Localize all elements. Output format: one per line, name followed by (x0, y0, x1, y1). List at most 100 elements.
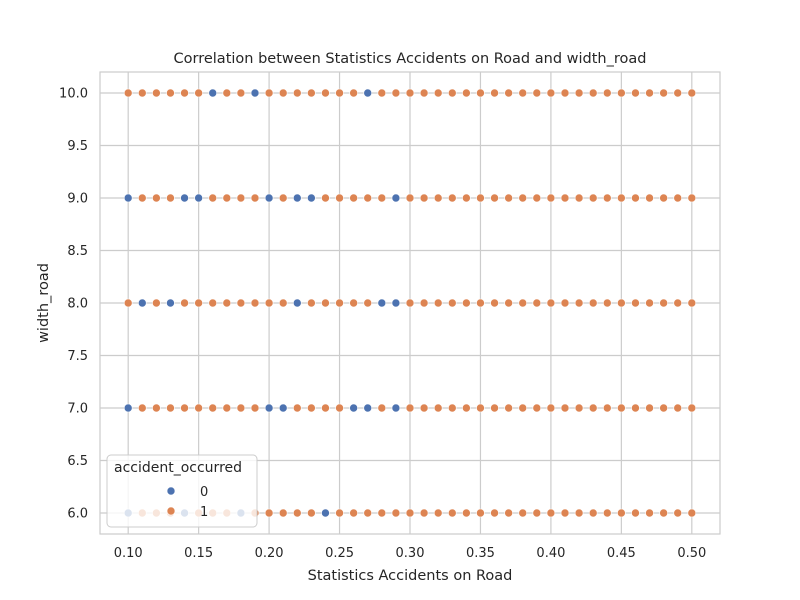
point-series-1 (574, 298, 584, 308)
point-series-1 (405, 88, 415, 98)
point-series-1 (673, 298, 683, 308)
point-series-0 (349, 403, 358, 413)
legend: accident_occurred 01 (106, 454, 258, 528)
point-series-1 (687, 193, 697, 203)
point-series-1 (278, 193, 288, 203)
point-series-1 (236, 298, 246, 308)
x-tick-label: 0.50 (677, 546, 706, 561)
point-series-1 (560, 403, 570, 413)
point-series-1 (462, 508, 471, 518)
point-series-1 (687, 403, 697, 413)
point-series-1 (433, 88, 443, 98)
point-series-1 (462, 193, 471, 203)
point-series-1 (349, 193, 358, 203)
point-series-1 (278, 88, 288, 98)
point-series-1 (490, 298, 499, 308)
point-series-1 (659, 193, 668, 203)
point-series-1 (335, 88, 344, 98)
point-series-1 (292, 508, 302, 518)
point-series-1 (631, 88, 640, 98)
point-series-1 (222, 88, 232, 98)
point-series-1 (222, 193, 232, 203)
point-series-1 (546, 508, 556, 518)
point-series-1 (377, 508, 387, 518)
point-series-1 (645, 193, 654, 203)
point-series-1 (321, 298, 330, 308)
point-series-1 (659, 508, 668, 518)
x-axis-label: Statistics Accidents on Road (308, 568, 513, 584)
point-series-1 (673, 88, 683, 98)
point-series-1 (673, 508, 683, 518)
point-series-1 (433, 193, 443, 203)
point-series-1 (673, 403, 683, 413)
point-series-1 (222, 403, 232, 413)
y-tick-label: 7.0 (67, 402, 88, 417)
point-series-1 (180, 403, 189, 413)
legend-title: accident_occurred (114, 460, 242, 476)
point-series-0 (377, 298, 387, 308)
point-series-1 (152, 298, 161, 308)
point-series-1 (137, 403, 147, 413)
y-tick-label: 6.0 (67, 507, 88, 522)
x-tick-labels: 0.10 0.15 0.20 0.25 0.30 0.35 0.40 0.45 0.50 (114, 546, 707, 561)
point-series-1 (123, 88, 133, 98)
point-series-1 (405, 403, 415, 413)
point-series-1 (349, 508, 358, 518)
point-series-1 (504, 193, 513, 203)
point-series-1 (588, 298, 598, 308)
point-series-1 (363, 298, 373, 308)
point-series-1 (349, 88, 358, 98)
point-series-1 (152, 88, 161, 98)
point-series-1 (307, 403, 316, 413)
y-tick-label: 8.0 (67, 297, 88, 312)
point-series-0 (264, 403, 274, 413)
point-series-1 (208, 298, 218, 308)
x-tick-label: 0.45 (607, 546, 636, 561)
point-series-1 (546, 298, 556, 308)
x-tick-label: 0.40 (536, 546, 565, 561)
point-series-0 (391, 193, 401, 203)
point-series-1 (123, 298, 133, 308)
point-series-1 (377, 193, 387, 203)
point-series-1 (518, 298, 528, 308)
point-series-1 (532, 298, 542, 308)
point-series-1 (433, 298, 443, 308)
point-series-1 (180, 88, 189, 98)
point-series-1 (560, 298, 570, 308)
x-tick-label: 0.15 (184, 546, 213, 561)
point-series-1 (560, 508, 570, 518)
point-series-1 (419, 88, 429, 98)
point-series-1 (574, 508, 584, 518)
point-series-1 (687, 298, 697, 308)
x-tick-label: 0.25 (325, 546, 354, 561)
point-series-1 (645, 403, 654, 413)
point-series-1 (335, 403, 344, 413)
point-series-1 (363, 193, 373, 203)
point-series-1 (292, 88, 302, 98)
point-series-1 (391, 88, 401, 98)
point-series-1 (419, 298, 429, 308)
point-series-1 (659, 298, 668, 308)
point-series-1 (617, 403, 626, 413)
point-series-1 (560, 193, 570, 203)
point-series-1 (307, 508, 316, 518)
point-series-1 (307, 88, 316, 98)
point-series-1 (447, 403, 457, 413)
point-series-1 (377, 403, 387, 413)
x-tick-label: 0.10 (114, 546, 143, 561)
point-series-0 (363, 403, 373, 413)
point-series-1 (617, 193, 626, 203)
point-series-1 (152, 403, 161, 413)
point-series-1 (419, 508, 429, 518)
point-series-1 (602, 403, 612, 413)
point-series-1 (631, 403, 640, 413)
point-series-1 (208, 193, 218, 203)
point-series-1 (236, 403, 246, 413)
point-series-1 (391, 508, 401, 518)
point-series-1 (532, 193, 542, 203)
point-series-1 (574, 403, 584, 413)
point-series-1 (335, 508, 344, 518)
point-series-1 (476, 88, 485, 98)
point-series-1 (447, 508, 457, 518)
point-series-1 (588, 403, 598, 413)
